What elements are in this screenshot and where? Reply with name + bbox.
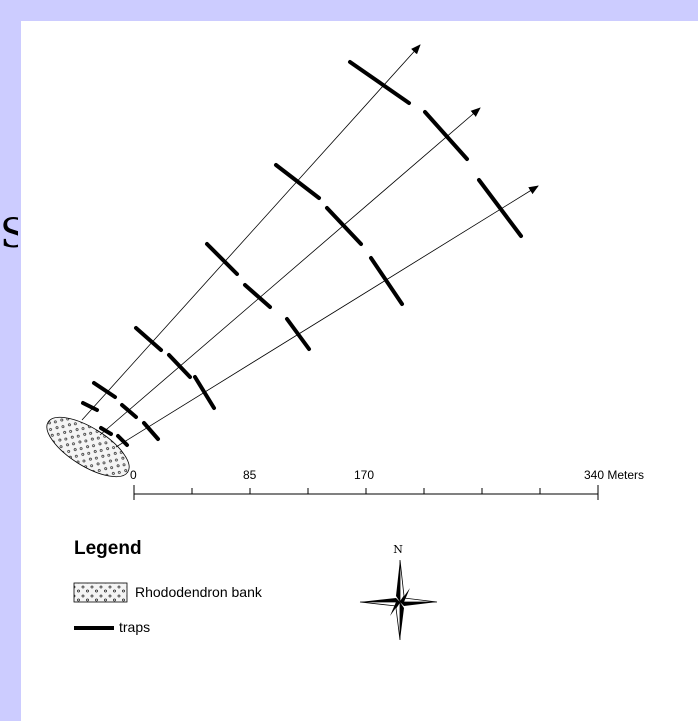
north-arrow: N <box>359 543 438 641</box>
trap <box>134 326 163 352</box>
trap <box>167 353 192 379</box>
north-label: N <box>393 543 403 556</box>
legend-title: Legend <box>74 538 142 559</box>
scale-label-170: 170 <box>354 468 374 482</box>
map-panel <box>21 21 698 721</box>
scale-bar <box>133 485 599 500</box>
scale-label-85: 85 <box>243 468 257 482</box>
trap <box>120 403 138 419</box>
transects <box>81 44 539 448</box>
trap <box>285 317 311 351</box>
traps <box>81 60 523 447</box>
trap <box>142 421 160 441</box>
edge-text: S <box>0 214 18 254</box>
legend-item-rhododendron: Rhododendron bank <box>131 584 262 600</box>
trap <box>243 283 272 309</box>
scale-label-340: 340 Meters <box>584 468 644 482</box>
trap <box>423 110 469 161</box>
trap <box>274 163 321 200</box>
rhododendron-bank <box>46 416 130 478</box>
trap <box>81 401 99 412</box>
transect-line <box>81 44 421 421</box>
trap <box>99 426 113 436</box>
trap <box>116 434 129 447</box>
legend-swatch-rhododendron <box>73 582 128 603</box>
legend-label: traps <box>119 619 151 635</box>
trap <box>348 60 411 105</box>
trap <box>477 178 523 238</box>
legend-item-traps: traps <box>115 619 150 635</box>
trap <box>325 206 363 246</box>
scale-label-0: 0 <box>130 468 137 482</box>
transect-line <box>115 185 539 448</box>
transect-line <box>99 107 481 436</box>
trap <box>205 242 239 276</box>
legend-label: Rhododendron bank <box>135 584 262 600</box>
trap <box>92 381 117 399</box>
trap <box>193 375 216 410</box>
trap <box>369 256 404 306</box>
